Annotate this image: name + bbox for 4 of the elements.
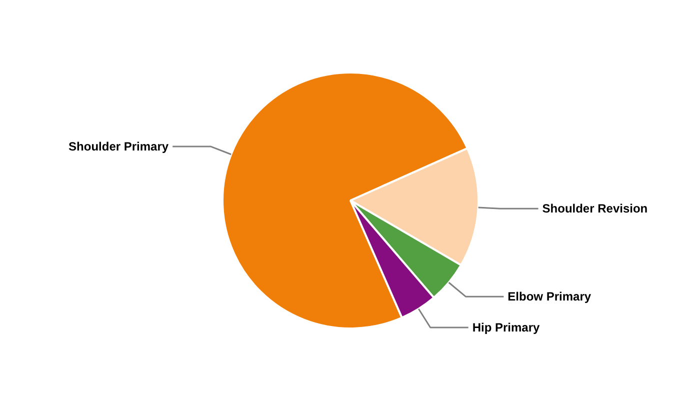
slice-label: Shoulder Primary xyxy=(68,139,169,154)
slice-label: Hip Primary xyxy=(472,320,540,334)
slice-label: Elbow Primary xyxy=(508,290,592,304)
slice-label: Shoulder Revision xyxy=(542,202,648,216)
